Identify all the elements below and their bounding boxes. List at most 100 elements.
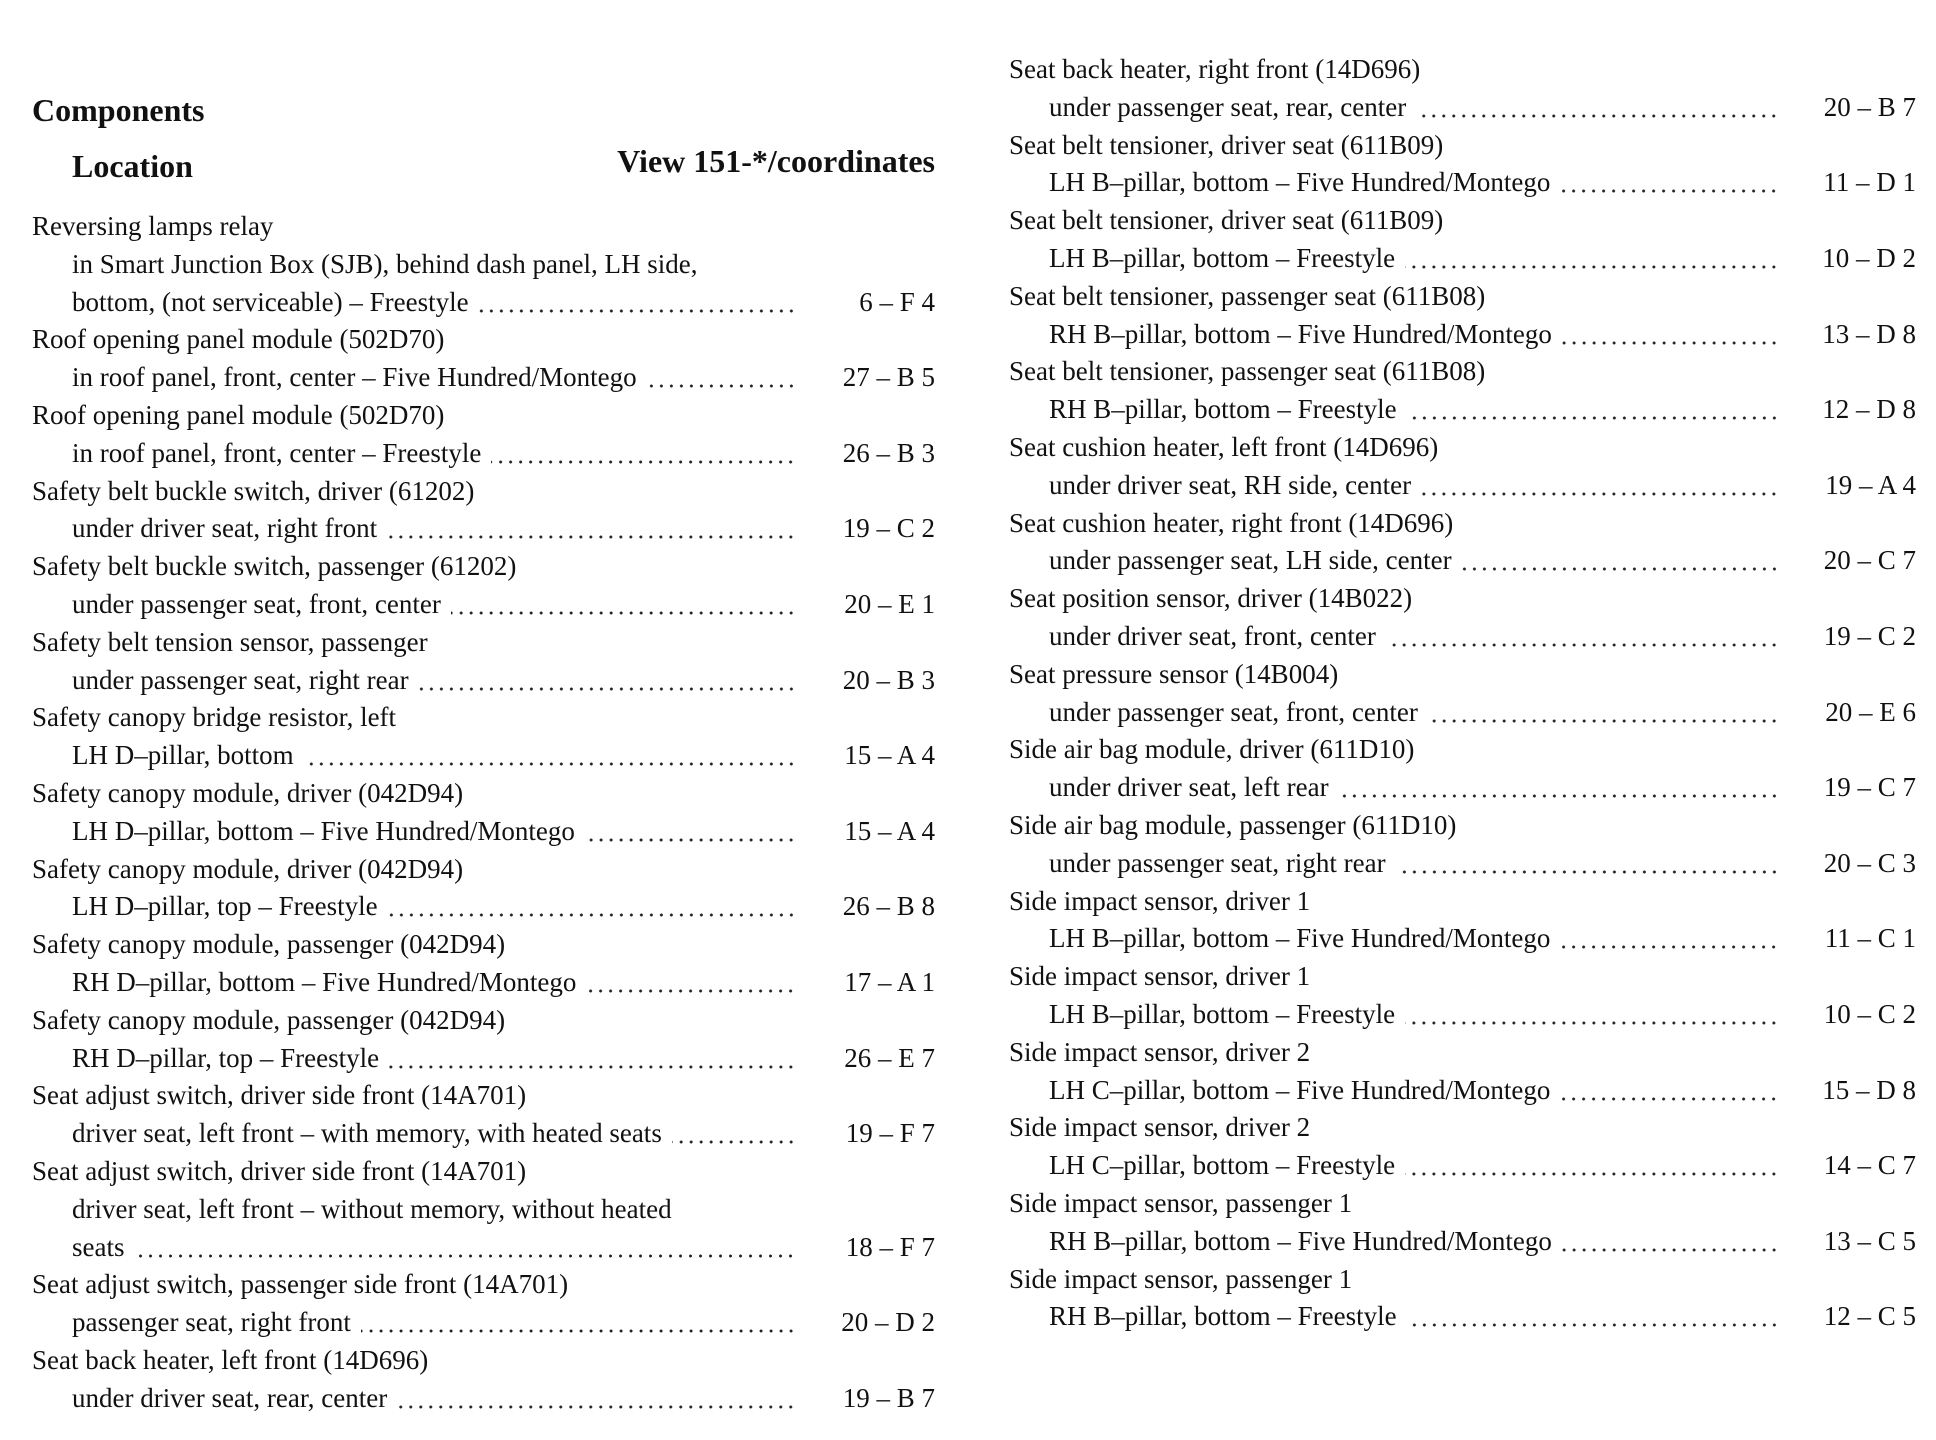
dot-leader — [389, 1038, 796, 1077]
view-coordinates: 18 – F 7 — [845, 1231, 935, 1262]
location-text: under driver seat, rear, center — [72, 1382, 388, 1413]
dot-leader — [1560, 1070, 1779, 1109]
view-coordinates: 11 – C 1 — [1824, 923, 1916, 954]
dot-leader — [1338, 768, 1779, 807]
component-name: Seat back heater, left front (14D696) — [32, 1345, 429, 1375]
location-line: in Smart Junction Box (SJB), behind dash… — [72, 245, 697, 283]
location-text: under passenger seat, front, center — [72, 589, 441, 619]
view-coordinates: 26 – E 7 — [844, 1042, 935, 1073]
location-line: LH B–pillar, bottom – Five Hundred/Monte… — [1049, 919, 1916, 958]
view-coordinates: 20 – E 6 — [1825, 696, 1916, 727]
component-name: Seat cushion heater, left front (14D696) — [1009, 432, 1439, 462]
dot-leader — [1405, 239, 1779, 277]
location-text: under passenger seat, LH side, center — [1049, 545, 1452, 576]
dot-leader — [1560, 919, 1779, 958]
component-name: Side impact sensor, passenger 1 — [1009, 1188, 1353, 1218]
view-coordinates: 15 – D 8 — [1822, 1074, 1916, 1105]
location-line: bottom, (not serviceable) – Freestyle 6 –… — [72, 282, 935, 321]
dot-leader — [397, 1378, 796, 1417]
dot-leader — [1416, 87, 1779, 126]
view-coordinates: 19 – F 7 — [845, 1118, 935, 1149]
location-text: under passenger seat, right rear — [72, 664, 409, 695]
column-heading: Location — [72, 148, 193, 184]
location-text: RH B–pillar, bottom – Five Hundred/Monte… — [1049, 318, 1552, 349]
component-name: Seat belt tensioner, driver seat (611B09… — [1009, 205, 1444, 236]
component-name: Side impact sensor, driver 1 — [1009, 885, 1311, 916]
dot-leader — [1561, 314, 1779, 353]
location-text: LH B–pillar, bottom – Five Hundred/Monte… — [1049, 167, 1551, 198]
component-name: Seat position sensor, driver (14B022) — [1009, 583, 1413, 614]
component-name: Seat belt tensioner, driver seat (611B09… — [1009, 129, 1444, 160]
location-line: passenger seat, right front 20 – D 2 — [72, 1303, 935, 1342]
location-line: RH B–pillar, bottom – Five Hundred/Monte… — [1049, 1221, 1916, 1260]
location-line: under passenger seat, front, center 20 – … — [1049, 692, 1916, 731]
component-name: Safety canopy module, driver (042D94) — [32, 778, 464, 808]
view-coordinates: 26 – B 3 — [842, 437, 935, 468]
location-text: seats — [72, 1231, 125, 1262]
view-coordinates: 19 – A 4 — [1825, 469, 1916, 500]
component-name: Side impact sensor, driver 2 — [1009, 1036, 1311, 1067]
view-coordinates: 20 – B 3 — [842, 664, 935, 695]
location-text: under driver seat, front, center — [1049, 621, 1376, 651]
location-line: RH B–pillar, bottom – Freestyle 12 – D 8 — [1049, 390, 1916, 429]
dot-leader — [491, 433, 796, 472]
column-heading: View 151-*/coordinates — [617, 143, 935, 179]
location-line: in roof panel, front, center – Freestyle… — [72, 433, 935, 472]
location-line: LH C–pillar, bottom – Five Hundred/Monte… — [1049, 1070, 1916, 1109]
location-line: under passenger seat, rear, center 20 – B… — [1049, 87, 1916, 126]
location-text: under passenger seat, rear, center — [1049, 91, 1407, 122]
view-coordinates: 14 – C 7 — [1823, 1150, 1916, 1181]
component-name: Safety canopy module, driver (042D94) — [32, 853, 464, 884]
component-name: Seat belt tensioner, passenger seat (611… — [1009, 356, 1486, 387]
location-text: LH D–pillar, top – Freestyle — [72, 891, 378, 922]
location-line: LH B–pillar, bottom – Freestyle 10 – D 2 — [1049, 239, 1916, 277]
component-name: Roof opening panel module (502D70) — [32, 400, 445, 430]
location-line: LH C–pillar, bottom – Freestyle 14 – C 7 — [1049, 1146, 1916, 1185]
component-name: Safety canopy bridge resistor, left — [32, 702, 397, 733]
location-line: under driver seat, rear, center 19 – B 7 — [72, 1378, 935, 1417]
view-coordinates: 20 – D 2 — [841, 1307, 935, 1338]
location-text: under driver seat, left rear — [1049, 772, 1329, 803]
section-title: Components — [32, 92, 205, 128]
view-coordinates: 20 – C 7 — [1823, 545, 1916, 576]
location-text: under passenger seat, front, center — [1049, 696, 1418, 727]
location-text: RH B–pillar, bottom – Freestyle — [1049, 394, 1397, 425]
dot-leader — [387, 509, 796, 548]
location-line: under driver seat, RH side, center 19 – A… — [1049, 465, 1916, 504]
component-name: Seat belt tensioner, passenger seat (611… — [1009, 280, 1486, 311]
dot-leader — [671, 1114, 796, 1153]
dot-leader — [450, 585, 796, 623]
component-name: Seat back heater, right front (14D696) — [1009, 54, 1421, 84]
location-text: driver seat, left front – without memory… — [72, 1193, 672, 1224]
component-name: Side impact sensor, driver 2 — [1009, 1112, 1311, 1143]
view-coordinates: 6 – F 4 — [859, 286, 935, 317]
dot-leader — [1427, 692, 1779, 731]
dot-leader — [1405, 1146, 1779, 1185]
location-line: under passenger seat, front, center 20 – … — [72, 585, 935, 623]
dot-leader — [1385, 617, 1779, 655]
dot-leader — [360, 1303, 796, 1342]
location-line: LH B–pillar, bottom – Five Hundred/Monte… — [1049, 163, 1916, 202]
location-text: RH B–pillar, bottom – Five Hundred/Monte… — [1049, 1225, 1552, 1256]
view-coordinates: 19 – B 7 — [842, 1382, 935, 1413]
component-name: Seat adjust switch, driver side front (1… — [32, 1156, 527, 1186]
component-name: Side impact sensor, passenger 1 — [1009, 1263, 1353, 1294]
location-text: LH C–pillar, bottom – Five Hundred/Monte… — [1049, 1074, 1551, 1105]
view-coordinates: 17 – A 1 — [844, 967, 935, 997]
dot-leader — [1421, 465, 1779, 504]
dot-leader — [418, 660, 796, 699]
dot-leader — [1461, 541, 1779, 580]
location-text: LH B–pillar, bottom – Freestyle — [1049, 243, 1396, 273]
component-name: Roof opening panel module (502D70) — [32, 324, 445, 355]
component-name: Seat pressure sensor (14B004) — [1009, 658, 1339, 689]
view-coordinates: 15 – A 4 — [844, 815, 935, 846]
dot-leader — [387, 887, 796, 926]
location-text: under passenger seat, right rear — [1049, 847, 1386, 878]
view-coordinates: 26 – B 8 — [842, 891, 935, 922]
view-coordinates: 20 – E 1 — [844, 589, 935, 619]
location-text: LH C–pillar, bottom – Freestyle — [1049, 1150, 1396, 1181]
view-coordinates: 10 – D 2 — [1822, 243, 1916, 273]
view-coordinates: 15 – A 4 — [844, 740, 935, 771]
dot-leader — [1406, 1297, 1779, 1336]
